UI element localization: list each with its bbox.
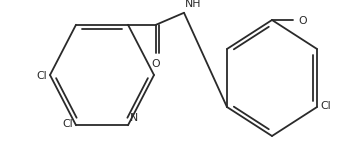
Text: NH: NH — [185, 0, 201, 9]
Text: Cl: Cl — [320, 101, 331, 111]
Text: O: O — [152, 59, 160, 69]
Text: Cl: Cl — [62, 119, 73, 129]
Text: Cl: Cl — [36, 71, 47, 81]
Text: O: O — [298, 16, 307, 26]
Text: N: N — [130, 113, 138, 123]
